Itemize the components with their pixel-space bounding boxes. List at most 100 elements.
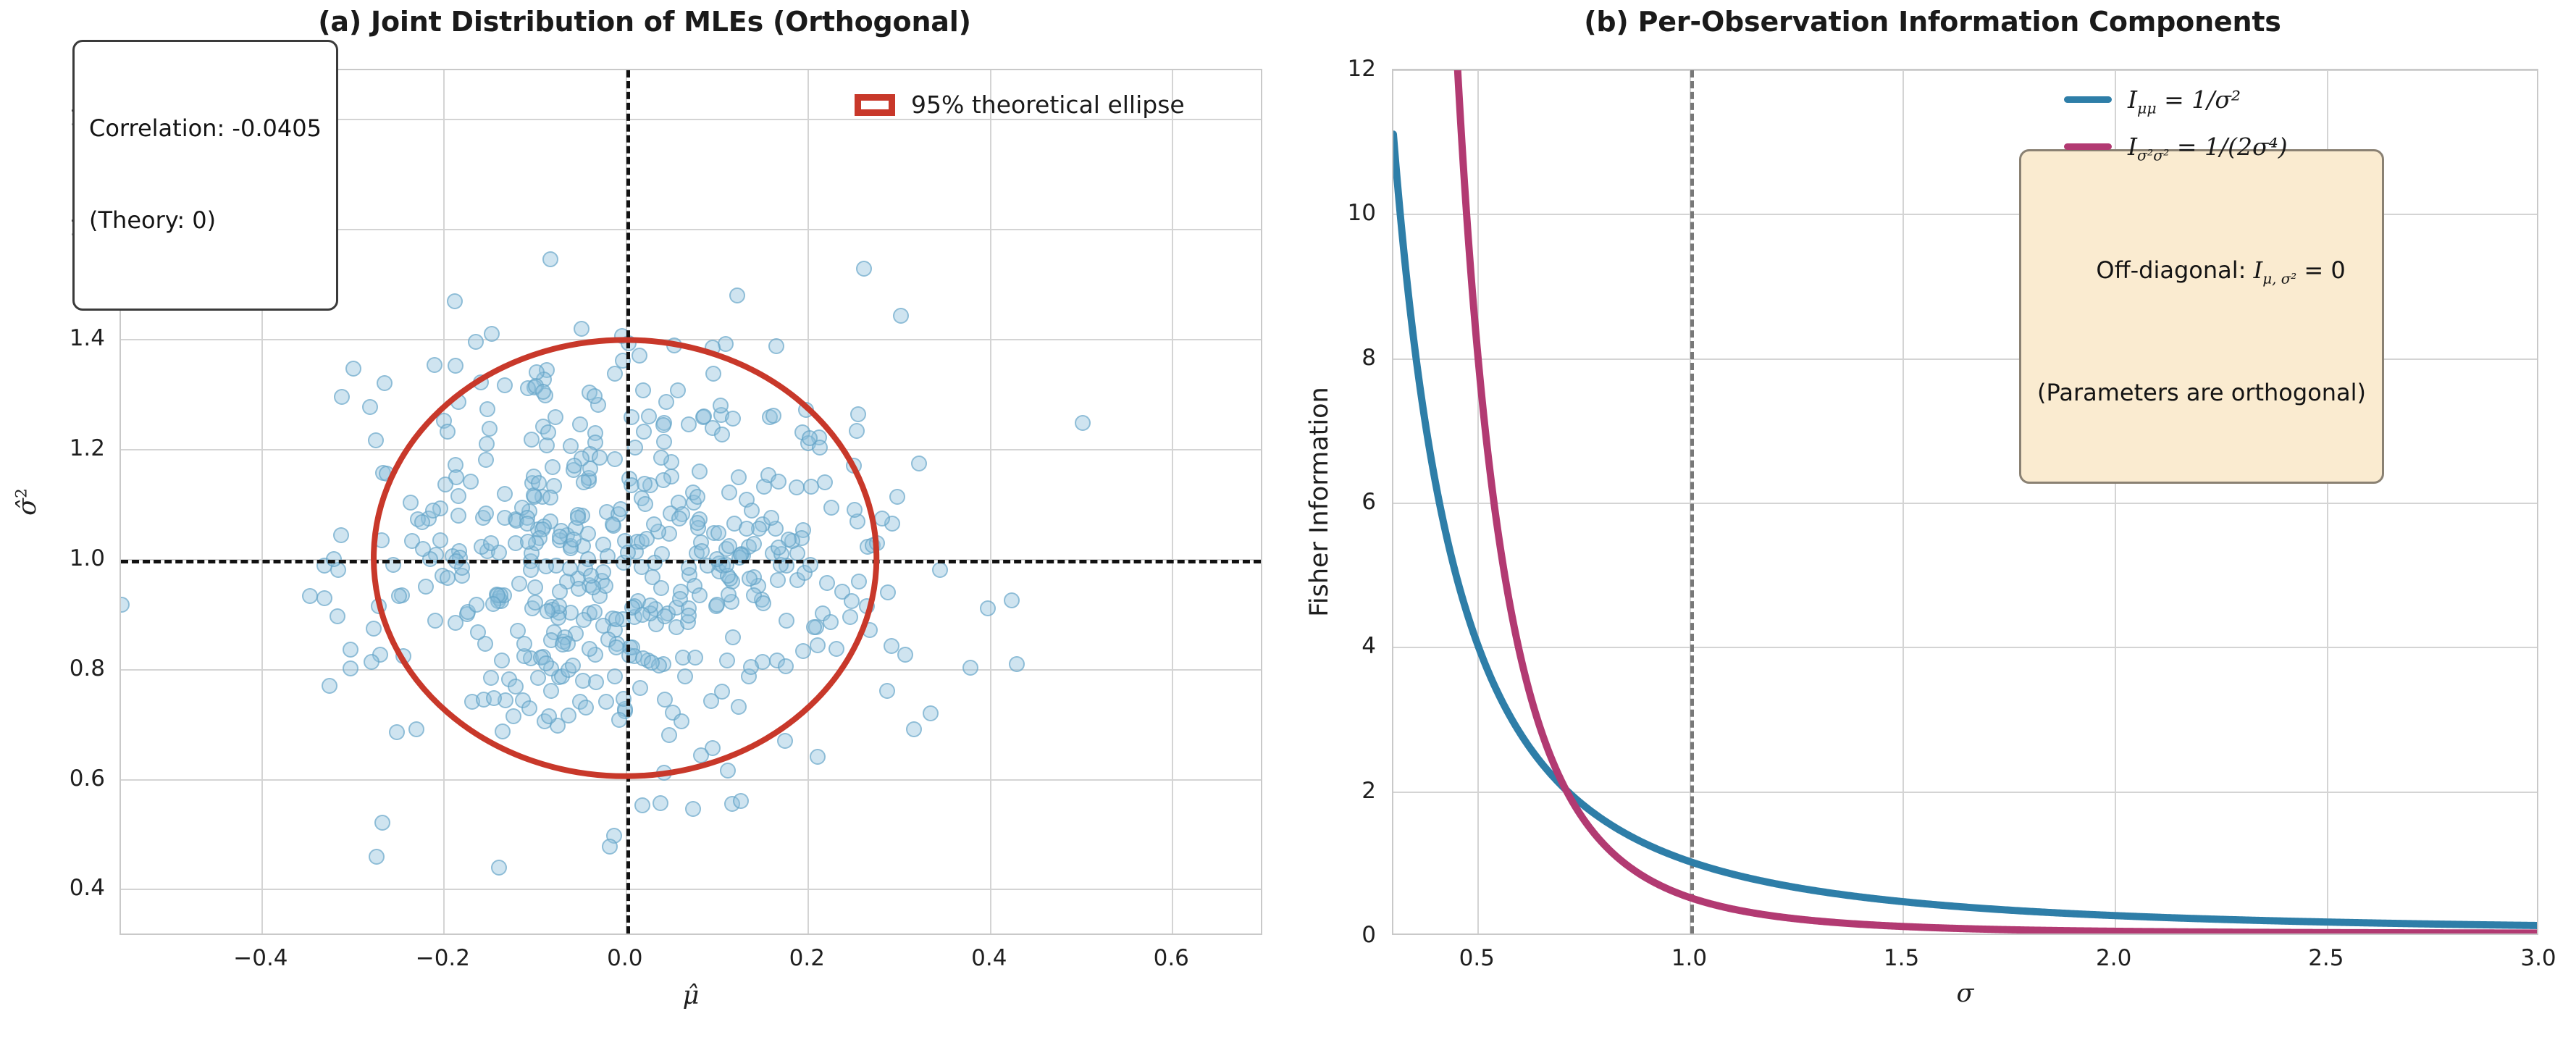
panel-b-gridline-h [1393,647,2537,649]
scatter-point [374,815,390,831]
scatter-point [810,637,826,654]
scatter-point [656,608,673,624]
scatter-point [850,406,867,422]
scatter-point [576,474,592,491]
scatter-point [477,505,494,521]
panel-b-gridline-h [1393,70,2537,71]
panel-b-ytick-label: 2 [1362,777,1376,804]
scatter-point [571,416,588,433]
scatter-point [334,389,351,406]
scatter-point [574,320,590,337]
panel-a-ytick-label: 1.2 [69,435,105,461]
scatter-point [521,700,537,717]
scatter-point [418,578,435,595]
scatter-point [779,612,795,629]
scatter-point [892,307,909,324]
scatter-point [526,594,543,611]
scatter-point [427,613,443,629]
scatter-point [634,797,650,814]
scatter-point [545,458,561,475]
scatter-point [709,597,726,613]
panel-a-xlabel: μ̂ [682,981,700,1010]
scatter-point [884,638,900,655]
scatter-point [702,692,719,709]
scatter-point [641,408,658,424]
scatter-point [576,612,592,629]
scatter-point [437,477,453,493]
scatter-point [486,690,503,707]
scatter-point [1075,415,1091,432]
scatter-point [634,382,651,399]
legend-item-i-mumu[interactable]: Iμμ = 1/σ² [2064,85,2288,116]
legend-item-i-sigma[interactable]: Iσ²σ² = 1/(2σ⁴) [2064,133,2288,163]
scatter-point [606,668,623,685]
panel-a-gridline-h [121,779,1261,781]
panel-b-legend: Iμμ = 1/σ² Iσ²σ² = 1/(2σ⁴) [2064,85,2288,163]
scatter-point [563,437,579,454]
scatter-point [847,502,863,519]
scatter-point [802,478,819,495]
scatter-point [778,658,794,674]
scatter-point [910,456,927,472]
scatter-point [555,637,571,653]
scatter-point [388,723,405,740]
panel-b-gridline-h [1393,358,2537,360]
scatter-point [979,600,996,616]
scatter-point [653,450,669,466]
scatter-point [809,749,826,765]
scatter-point [368,848,385,865]
scatter-point [342,641,358,658]
scatter-point [676,668,693,685]
scatter-point [479,435,495,452]
scatter-point [322,677,337,694]
scatter-point [739,521,755,537]
panel-a-xtick-label: 0.0 [607,945,643,971]
panel-a-title: (a) Joint Distribution of MLEs (Orthogon… [318,6,971,38]
scatter-point [828,641,844,658]
scatter-point [713,397,729,414]
scatter-point [530,670,547,687]
scatter-point [581,641,597,658]
panel-b-ytick-label: 6 [1362,489,1376,515]
scatter-point [673,713,689,729]
panel-b-xtick-label: 2.5 [2308,945,2344,971]
scatter-point [689,489,705,505]
scatter-point [850,574,867,590]
scatter-point [906,721,923,737]
scatter-point [463,474,479,490]
scatter-point [705,739,721,756]
scatter-point [542,683,559,700]
scatter-point [561,708,577,724]
scatter-point [539,603,555,619]
scatter-point [962,659,979,676]
panel-a-ellipse-overlay [371,337,880,779]
scatter-point [741,570,758,587]
scatter-point [364,654,380,671]
scatter-point [497,377,513,394]
scatter-point [685,801,702,818]
panel-a-xtick-label: 0.6 [1153,945,1189,971]
scatter-point [822,613,839,630]
scatter-point [484,326,500,343]
scatter-point [637,495,654,512]
scatter-point [519,516,535,532]
panel-b-xtick-label: 3.0 [2520,945,2556,971]
scatter-point [656,433,673,450]
scatter-point [408,721,425,738]
scatter-point [542,490,558,506]
panel-a-xtick-label: 0.2 [789,945,825,971]
scatter-point [721,587,737,603]
scatter-point [802,429,818,446]
scatter-point [415,540,432,557]
scatter-point [450,507,466,524]
scatter-point [439,570,456,587]
scatter-point [483,535,500,552]
scatter-point [342,660,358,677]
scatter-point [632,348,648,364]
scatter-point [645,516,662,532]
scatter-point [878,682,895,699]
scatter-point [301,587,318,604]
legend-item-ellipse[interactable]: 95% theoretical ellipse [855,91,1185,119]
scatter-point [566,531,582,548]
scatter-point [470,624,487,641]
